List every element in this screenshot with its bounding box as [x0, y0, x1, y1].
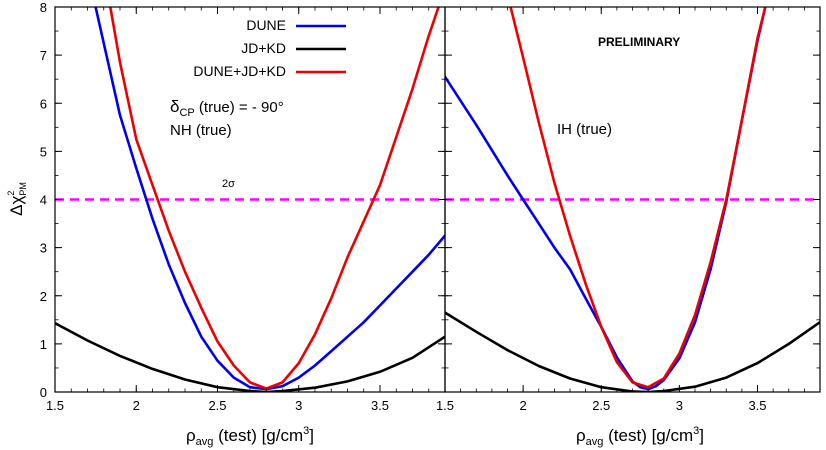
y-axis-title: Δχ2 PM: [6, 182, 28, 216]
x-axis-title-left: ρavg (test) [g/cm3]: [186, 425, 314, 448]
delta-cp-annotation: δCP (true) = - 90°: [170, 97, 284, 119]
delta-cp-text: (true) = - 90°: [195, 99, 284, 116]
y-tick-label: 4: [40, 193, 47, 208]
left-panel: 1.5 2 2.5 3 3.5 0 1 2 3 4 5 6 7 8 DUNE JD+KD DUNE+JD+…: [6, 0, 446, 448]
y-tick-label: 2: [40, 289, 47, 304]
x-tick-label: 3.5: [748, 398, 766, 413]
legend-label-combined: DUNE+JD+KD: [193, 63, 286, 79]
y-tick-label: 3: [40, 241, 47, 256]
right-curves: [445, 7, 820, 392]
hierarchy-annotation-right: IH (true): [557, 121, 612, 138]
x-tick-label: 3: [295, 398, 302, 413]
delta-cp-subscript: CP: [179, 107, 194, 119]
series-line-dune: [94, 7, 445, 391]
y-tick-label: 8: [40, 0, 47, 15]
x-tick-label: 1.5: [46, 398, 64, 413]
series-line-dune-jd-kd: [109, 7, 440, 390]
x-axis-title-sub: avg: [196, 436, 214, 448]
x-tick-label: 1.5: [436, 398, 454, 413]
y-axis-title-sub: PM: [18, 182, 28, 196]
delta-cp-symbol: δ: [170, 97, 179, 116]
left-ticks: 1.5 2 2.5 3 3.5 0 1 2 3 4 5 6 7 8: [40, 0, 446, 413]
legend-label-jdkd: JD+KD: [241, 40, 286, 56]
x-tick-label: 2.5: [592, 398, 610, 413]
x-axis-title-sup: 3: [303, 425, 309, 437]
two-sigma-label: 2σ: [222, 178, 235, 190]
right-ticks: 1.5 2 2.5 3 3.5: [436, 6, 821, 413]
x-tick-label: 2: [520, 398, 527, 413]
right-panel: 1.5 2 2.5 3 3.5 PRELIMINARY IH (true) ρavg (…: [436, 6, 821, 448]
x-tick-label: 2.5: [208, 398, 226, 413]
x-tick-label: 2: [133, 398, 140, 413]
series-line-dune-jd-kd: [509, 7, 767, 389]
hierarchy-annotation-left: NH (true): [170, 122, 232, 139]
legend-label-dune: DUNE: [246, 17, 286, 33]
y-tick-label: 6: [40, 96, 47, 111]
x-tick-label: 3.5: [371, 398, 389, 413]
x-axis-title-rho: ρ: [186, 426, 196, 445]
x-axis-title-end-right: ]: [699, 426, 704, 445]
x-axis-title-sup-right: 3: [693, 425, 699, 437]
x-axis-title-sub-right: avg: [586, 436, 604, 448]
series-line-dune: [445, 7, 767, 391]
y-axis-title-sup: 2: [6, 191, 16, 196]
x-axis-title-end: ]: [309, 426, 314, 445]
x-axis-title-text-right: (test) [g/cm: [603, 426, 693, 445]
legend: DUNE JD+KD DUNE+JD+KD: [193, 17, 346, 79]
y-axis-title-main: Δχ: [7, 196, 26, 216]
x-axis-title-rho-right: ρ: [576, 426, 586, 445]
y-tick-label: 7: [40, 48, 47, 63]
x-axis-title-right: ρavg (test) [g/cm3]: [576, 425, 704, 448]
y-tick-label: 0: [40, 385, 47, 400]
x-tick-label: 3: [676, 398, 683, 413]
preliminary-label: PRELIMINARY: [598, 35, 680, 49]
x-axis-title-text: (test) [g/cm: [213, 426, 303, 445]
y-tick-label: 1: [40, 337, 47, 352]
y-tick-label: 5: [40, 144, 47, 159]
